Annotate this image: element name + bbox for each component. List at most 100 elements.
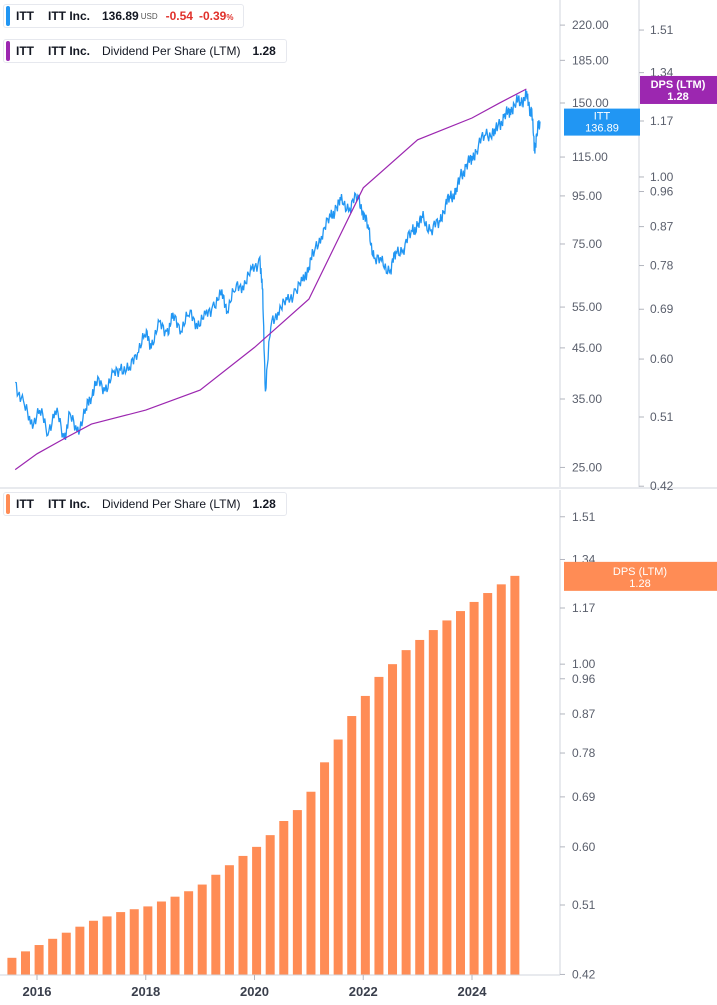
dps-bar: [388, 664, 398, 975]
dps-bar: [279, 821, 289, 975]
dps-bar: [360, 695, 370, 975]
price-tick-label: 55.00: [572, 300, 602, 314]
price-badge: [564, 108, 640, 136]
dps-line-legend[interactable]: ITT ITT Inc. Dividend Per Share (LTM) 1.…: [3, 39, 287, 63]
x-tick-label: 2016: [23, 984, 52, 999]
dps-bar: [61, 932, 71, 975]
dps-line-legend-metric: Dividend Per Share (LTM): [102, 44, 241, 58]
x-tick-label: 2020: [240, 984, 269, 999]
price-tick-label: 75.00: [572, 237, 602, 251]
dps-bar: [129, 909, 139, 975]
bar-y-tick-label: 1.51: [572, 510, 596, 524]
price-tick-label: 115.00: [572, 150, 608, 164]
price-legend[interactable]: ITT ITT Inc. 136.89 USD -0.54 -0.39%: [3, 4, 245, 28]
dps-bar-legend-ticker: ITT: [16, 497, 34, 511]
bar-y-tick-label: 0.60: [572, 840, 596, 854]
price-legend-unit: USD: [140, 11, 158, 21]
dps-bar: [292, 810, 302, 975]
dps-line-legend-swatch: [6, 41, 10, 61]
price-tick-label: 45.00: [572, 341, 602, 355]
dps-bar-legend-metric: Dividend Per Share (LTM): [102, 497, 241, 511]
price-series-line: [14, 90, 541, 440]
dps-bar: [496, 584, 506, 975]
price-tick-label: 220.00: [572, 18, 609, 32]
price-legend-company: ITT Inc.: [48, 9, 90, 23]
dps-bar: [48, 938, 58, 975]
dps-bar: [75, 926, 85, 975]
dps-bar: [170, 896, 180, 975]
dps-bar: [88, 920, 98, 975]
dps-bar: [211, 874, 221, 975]
dps-bar-legend-company: ITT Inc.: [48, 497, 90, 511]
dps-bar: [252, 846, 262, 975]
bar-y-tick-label: 0.51: [572, 898, 596, 912]
price-legend-ticker: ITT: [16, 9, 34, 23]
bar-y-tick-label: 0.78: [572, 746, 596, 760]
bar-y-tick-label: 0.42: [572, 967, 596, 981]
dps-bar: [224, 865, 234, 975]
dps-bar: [483, 593, 493, 975]
dps-line-legend-value: 1.28: [252, 44, 276, 58]
dps-tick-label: 0.69: [650, 302, 674, 316]
price-legend-change-pct: -0.39%: [199, 9, 233, 23]
price-badge-value: 136.89: [585, 123, 619, 135]
bar-y-tick-label: 1.17: [572, 601, 596, 615]
dps-bar-chart-pane: [7, 575, 520, 975]
dps-top-badge: [640, 75, 717, 104]
dps-bar: [21, 951, 30, 975]
price-legend-change-pct-value: -0.39: [198, 9, 227, 23]
dps-bar: [143, 906, 153, 975]
percent-sign: %: [226, 13, 234, 22]
dps-bar: [116, 912, 126, 975]
price-legend-value: 136.89: [102, 9, 139, 23]
dps-bar: [197, 884, 207, 975]
price-chart-pane: [14, 88, 541, 471]
dps-bar: [469, 601, 479, 975]
bar-y-tick-label: 0.96: [572, 672, 596, 686]
price-tick-label: 25.00: [572, 460, 602, 474]
dps-bar: [415, 639, 425, 975]
dps-tick-label: 1.51: [650, 23, 674, 37]
price-tick-label: 150.00: [572, 96, 609, 110]
x-tick-label: 2024: [458, 984, 488, 999]
dps-bar: [347, 716, 357, 975]
dps-tick-label: 0.87: [650, 220, 674, 234]
dps-bar-legend-swatch: [6, 494, 10, 514]
dps-bar: [456, 611, 465, 975]
dps-tick-label: 1.17: [650, 114, 674, 128]
dps-bar-legend-value: 1.28: [252, 497, 276, 511]
bar-y-tick-label: 1.00: [572, 657, 596, 671]
price-legend-change: -0.54: [165, 9, 193, 23]
dps-bar: [510, 575, 520, 975]
price-tick-label: 95.00: [572, 189, 602, 203]
dps-bar: [238, 855, 248, 975]
dps-bar-legend[interactable]: ITT ITT Inc. Dividend Per Share (LTM) 1.…: [3, 492, 287, 516]
dps-tick-label: 0.96: [650, 185, 674, 199]
dps-bar: [306, 791, 316, 975]
dps-series-line: [14, 88, 527, 471]
price-legend-swatch: [6, 6, 10, 26]
dps-bar: [156, 901, 166, 975]
dps-bar: [184, 891, 194, 975]
dps-tick-label: 0.78: [650, 259, 674, 273]
dps-bottom-badge-label: DPS (LTM): [613, 566, 667, 578]
x-tick-label: 2018: [131, 984, 160, 999]
dps-bar: [428, 630, 438, 975]
dps-bar: [34, 945, 44, 975]
price-tick-label: 185.00: [572, 53, 609, 67]
dps-tick-label: 0.42: [650, 479, 674, 493]
dps-bar: [374, 676, 384, 975]
dps-bar: [102, 916, 112, 975]
x-tick-label: 2022: [349, 984, 378, 999]
dps-top-badge-label: DPS (LTM): [651, 79, 706, 91]
dps-bar: [320, 762, 330, 975]
dps-bar: [442, 620, 452, 975]
dps-line-legend-company: ITT Inc.: [48, 44, 90, 58]
dps-line-legend-ticker: ITT: [16, 44, 34, 58]
dps-bar: [401, 650, 411, 975]
dps-bottom-badge: [564, 561, 717, 591]
dps-bar: [7, 957, 17, 975]
dps-tick-label: 1.00: [650, 170, 674, 184]
